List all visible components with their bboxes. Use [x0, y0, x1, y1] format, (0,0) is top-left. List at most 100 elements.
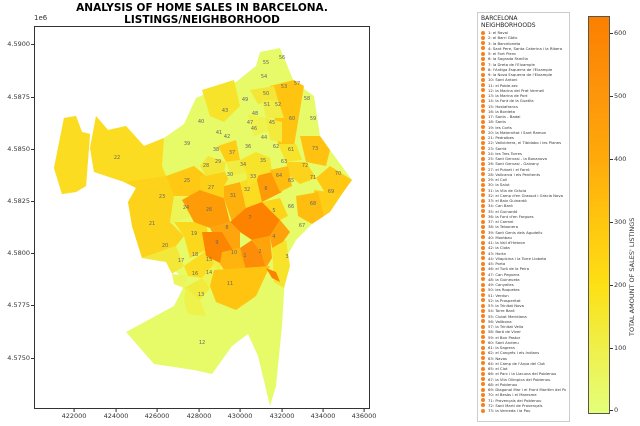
svg-text:47: 47	[247, 120, 253, 126]
svg-text:56: 56	[279, 55, 285, 61]
legend-label: 36: la Font d'en Fargues	[488, 213, 534, 219]
legend-item: 66: el Parc i la Llacuna del Poblenou	[481, 371, 566, 376]
svg-text:5: 5	[272, 208, 275, 214]
legend-marker-icon	[481, 67, 485, 72]
legend-marker-icon	[481, 119, 485, 124]
plot-area	[34, 26, 370, 409]
legend-marker-icon	[481, 72, 485, 77]
legend-label: 42: la Clota	[488, 245, 510, 251]
svg-text:9: 9	[215, 240, 218, 246]
legend-marker-icon	[481, 88, 485, 93]
legend-marker-icon	[481, 403, 485, 408]
legend-marker-icon	[481, 114, 485, 119]
svg-text:17: 17	[178, 258, 184, 264]
legend-item: 69: Diagonal Mar i el Front Marítim del …	[481, 387, 566, 392]
legend-item: 34: Can Baró	[481, 203, 566, 208]
legend-label: 66: el Parc i la Llacuna del Poblenou	[488, 371, 557, 377]
svg-text:14: 14	[206, 270, 212, 276]
legend-item: 41: la Vall d'Hebron	[481, 240, 566, 245]
legend-item: 5: el Fort Pienc	[481, 51, 566, 56]
legend-label: 67: la Vila Olímpica del Poblenou	[488, 376, 551, 382]
svg-text:69: 69	[328, 189, 334, 195]
legend-item: 20: la Maternitat i Sant Ramon	[481, 130, 566, 135]
svg-text:68: 68	[310, 201, 316, 207]
legend-label: 16: la Bordeta	[488, 108, 515, 114]
svg-text:11: 11	[227, 281, 233, 287]
legend-item: 29: el Coll	[481, 177, 566, 182]
legend-marker-icon	[481, 314, 485, 319]
legend-marker-icon	[481, 172, 485, 177]
svg-text:33: 33	[250, 174, 256, 180]
legend-label: 43: Horta	[488, 250, 506, 256]
legend-item: 32: el Camp d'en Grassot i Gràcia Nova	[481, 193, 566, 198]
colorbar-tick: 200	[609, 281, 627, 289]
legend-marker-icon	[481, 203, 485, 208]
legend-marker-icon	[481, 324, 485, 329]
legend-item: 24: les Tres Torres	[481, 151, 566, 156]
legend-item: 59: el Bon Pastor	[481, 335, 566, 340]
legend-label: 54: Torre Baró	[488, 308, 515, 314]
y-tick: 4.5900	[0, 40, 34, 48]
legend-item: 19: les Corts	[481, 125, 566, 130]
legend-label: 53: la Trinitat Nova	[488, 303, 524, 309]
legend-item: 1: el Raval	[481, 30, 566, 35]
legend-label: 47: Can Peguera	[488, 271, 520, 277]
legend-marker-icon	[481, 350, 485, 355]
legend-item: 62: el Congrés i els Indians	[481, 350, 566, 355]
svg-text:50: 50	[263, 91, 269, 97]
legend-label: 71: Provençals del Poblenou	[488, 397, 542, 403]
legend-item: 67: la Vila Olímpica del Poblenou	[481, 377, 566, 382]
legend-label: 8: l'Antiga Esquerra de l'Eixample	[488, 66, 553, 72]
legend-label: 9: la Nova Esquerra de l'Eixample	[488, 72, 553, 78]
legend-item: 70: el Besòs i el Maresme	[481, 392, 566, 397]
svg-text:16: 16	[192, 271, 198, 277]
legend-marker-icon	[481, 240, 485, 245]
legend-item: 43: Horta	[481, 251, 566, 256]
legend-label: 57: la Trinitat Vella	[488, 324, 524, 330]
svg-text:43: 43	[222, 108, 228, 114]
legend-marker-icon	[481, 398, 485, 403]
colorbar-label: TOTAL AMOUNT OF SALES' LISTINGS	[628, 217, 636, 336]
legend-label: 20: la Maternitat i Sant Ramon	[488, 129, 547, 135]
y-tick: 4.5850	[0, 145, 34, 153]
y-tick: 4.5825	[0, 197, 34, 205]
svg-text:30: 30	[227, 172, 233, 178]
svg-text:1: 1	[243, 253, 246, 259]
legend-marker-icon	[481, 245, 485, 250]
legend-label: 55: Ciutat Meridiana	[488, 313, 527, 319]
legend-item: 50: les Roquetes	[481, 287, 566, 292]
svg-text:44: 44	[261, 135, 267, 141]
colorbar	[588, 16, 610, 414]
legend-marker-icon	[481, 361, 485, 366]
legend-label: 34: Can Baró	[488, 203, 513, 209]
legend-marker-icon	[481, 161, 485, 166]
svg-text:53: 53	[281, 84, 287, 90]
legend-item: 23: Sarrià	[481, 146, 566, 151]
legend-marker-icon	[481, 167, 485, 172]
svg-text:39: 39	[184, 141, 190, 147]
svg-text:55: 55	[263, 60, 269, 66]
svg-text:24: 24	[183, 205, 189, 211]
svg-text:71: 71	[310, 175, 316, 181]
svg-text:48: 48	[252, 111, 258, 117]
legend-item: 12: la Marina del Prat Vermell	[481, 88, 566, 93]
legend-item: 37: el Carmel	[481, 219, 566, 224]
legend-label: 62: el Congrés i els Indians	[488, 350, 540, 356]
svg-text:40: 40	[198, 119, 204, 125]
legend-label: 12: la Marina del Prat Vermell	[488, 87, 545, 93]
legend-label: 28: Vallcarca i els Penitents	[488, 171, 541, 177]
svg-text:37: 37	[229, 150, 235, 156]
legend-marker-icon	[481, 125, 485, 130]
legend-marker-icon	[481, 303, 485, 308]
svg-text:46: 46	[251, 126, 257, 132]
legend-marker-icon	[481, 130, 485, 135]
legend-item: 38: la Teixonera	[481, 224, 566, 229]
legend-item: 22: Vallvidrera, el Tibidabo i les Plane…	[481, 140, 566, 145]
legend-item: 31: la Vila de Gràcia	[481, 188, 566, 193]
svg-text:28: 28	[203, 163, 209, 169]
legend-label: 56: Vallbona	[488, 318, 512, 324]
region-labels: 1 2 3 4 5 6 7 8 9 10 11 12 13 14 15 16 1…	[114, 55, 341, 346]
legend-item: 48: la Guineueta	[481, 277, 566, 282]
legend-marker-icon	[481, 277, 485, 282]
legend-items: 1: el Raval 2: el Barri Gòtic 3: la Barcel…	[481, 30, 566, 413]
